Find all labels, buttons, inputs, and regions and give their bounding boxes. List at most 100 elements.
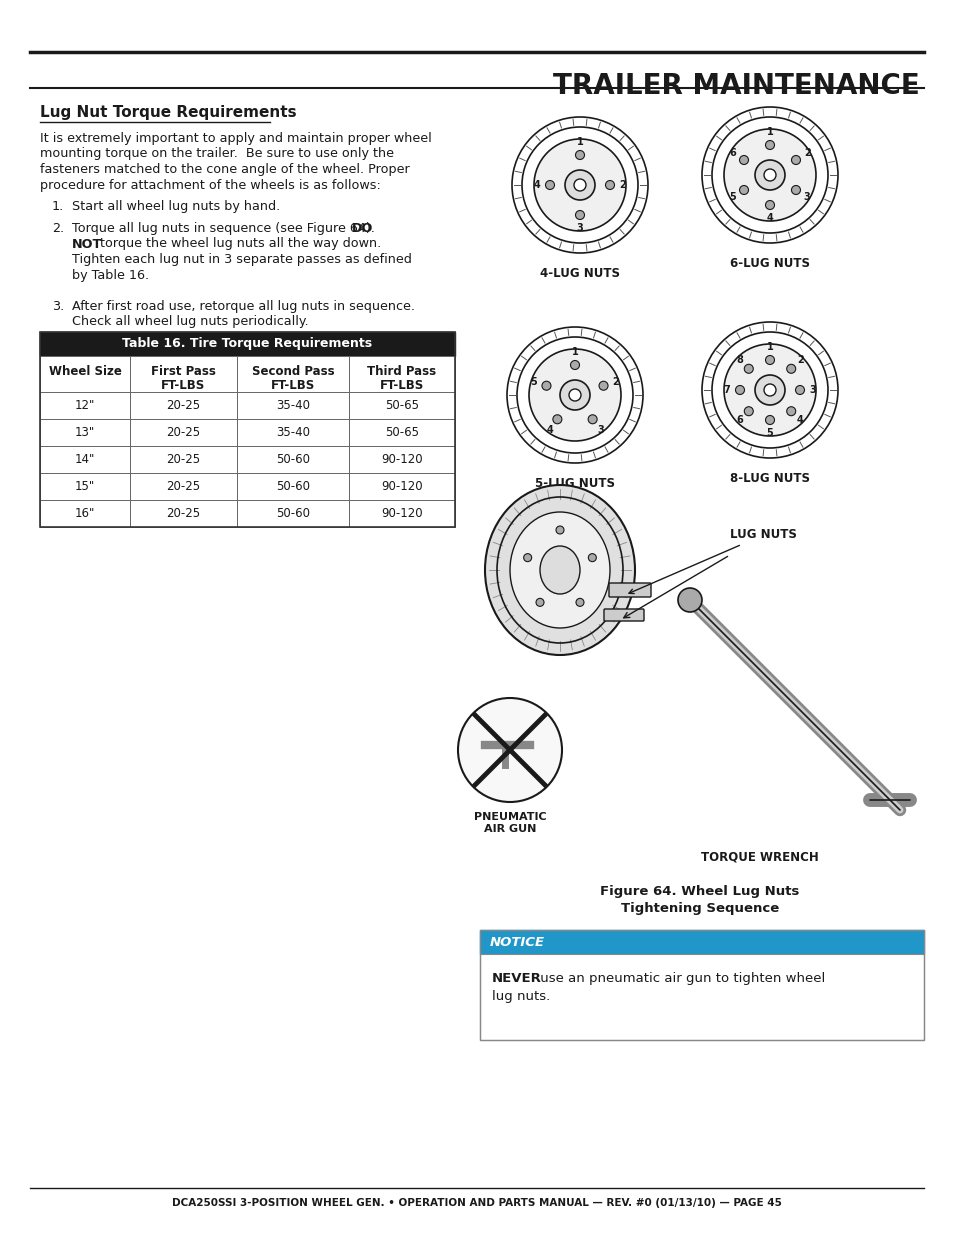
- Circle shape: [764, 415, 774, 425]
- Bar: [349, 356, 455, 391]
- Circle shape: [553, 415, 561, 424]
- Circle shape: [743, 364, 753, 373]
- Ellipse shape: [484, 485, 635, 655]
- Circle shape: [575, 210, 584, 220]
- Circle shape: [536, 599, 543, 606]
- Circle shape: [795, 385, 803, 394]
- Text: NOTICE: NOTICE: [490, 935, 544, 948]
- Text: 8-LUG NUTS: 8-LUG NUTS: [729, 472, 809, 485]
- Text: 20-25: 20-25: [166, 399, 200, 412]
- Text: 50-65: 50-65: [385, 426, 418, 438]
- Bar: [40, 332, 455, 356]
- Text: 7: 7: [723, 385, 730, 395]
- Text: procedure for attachment of the wheels is as follows:: procedure for attachment of the wheels i…: [40, 179, 380, 191]
- Text: 3: 3: [597, 425, 603, 435]
- Text: FT-LBS: FT-LBS: [379, 379, 424, 391]
- Circle shape: [723, 345, 815, 436]
- Circle shape: [575, 151, 584, 159]
- Ellipse shape: [510, 513, 609, 629]
- Text: 20-25: 20-25: [166, 480, 200, 493]
- Text: use an pneumatic air gun to tighten wheel: use an pneumatic air gun to tighten whee…: [536, 972, 824, 986]
- Circle shape: [588, 553, 596, 562]
- Text: 90-120: 90-120: [381, 480, 422, 493]
- Circle shape: [743, 406, 753, 416]
- Text: 4-LUG NUTS: 4-LUG NUTS: [539, 267, 619, 280]
- Bar: [40, 391, 130, 419]
- Circle shape: [529, 350, 620, 441]
- Circle shape: [763, 169, 775, 182]
- Bar: [40, 356, 130, 391]
- Circle shape: [739, 185, 748, 194]
- Text: 50-60: 50-60: [275, 508, 310, 520]
- Text: 4: 4: [533, 180, 539, 190]
- Text: NOT: NOT: [71, 237, 102, 251]
- Text: 14": 14": [74, 453, 95, 466]
- Bar: [40, 500, 130, 527]
- Text: 5: 5: [766, 429, 773, 438]
- Text: After first road use, retorque all lug nuts in sequence.: After first road use, retorque all lug n…: [71, 300, 415, 312]
- Text: 5: 5: [530, 377, 537, 387]
- Text: 1: 1: [576, 137, 583, 147]
- Text: LUG NUTS: LUG NUTS: [628, 529, 796, 594]
- Text: 2: 2: [612, 377, 618, 387]
- Text: Wheel Size: Wheel Size: [49, 366, 121, 378]
- Bar: [349, 419, 455, 446]
- Text: 1: 1: [766, 342, 773, 352]
- Bar: [130, 473, 236, 500]
- Circle shape: [764, 356, 774, 364]
- Bar: [40, 419, 130, 446]
- Text: 8: 8: [736, 354, 742, 364]
- Bar: [349, 500, 455, 527]
- Text: AIR GUN: AIR GUN: [483, 824, 536, 834]
- Text: 13": 13": [74, 426, 95, 438]
- Text: Check all wheel lug nuts periodically.: Check all wheel lug nuts periodically.: [71, 315, 309, 329]
- Text: First Pass: First Pass: [151, 366, 215, 378]
- Bar: [236, 356, 349, 391]
- Text: 3: 3: [576, 224, 583, 233]
- Circle shape: [735, 385, 743, 394]
- Text: Lug Nut Torque Requirements: Lug Nut Torque Requirements: [40, 105, 296, 120]
- Circle shape: [786, 406, 795, 416]
- Bar: [349, 446, 455, 473]
- Text: 5: 5: [729, 191, 736, 201]
- Text: Tighten each lug nut in 3 separate passes as defined: Tighten each lug nut in 3 separate passe…: [71, 253, 412, 266]
- FancyBboxPatch shape: [603, 609, 643, 621]
- Text: Second Pass: Second Pass: [252, 366, 334, 378]
- Circle shape: [786, 364, 795, 373]
- Text: Start all wheel lug nuts by hand.: Start all wheel lug nuts by hand.: [71, 200, 280, 212]
- Circle shape: [598, 382, 607, 390]
- Text: 1: 1: [766, 127, 773, 137]
- Text: lug nuts.: lug nuts.: [492, 990, 550, 1003]
- Bar: [236, 500, 349, 527]
- Bar: [349, 391, 455, 419]
- Text: 35-40: 35-40: [275, 426, 310, 438]
- Circle shape: [570, 361, 578, 369]
- Circle shape: [605, 180, 614, 189]
- Text: 50-65: 50-65: [385, 399, 418, 412]
- Text: Table 16. Tire Torque Requirements: Table 16. Tire Torque Requirements: [122, 337, 373, 351]
- Circle shape: [754, 161, 784, 190]
- Text: Third Pass: Third Pass: [367, 366, 436, 378]
- Circle shape: [791, 156, 800, 164]
- Circle shape: [556, 526, 563, 534]
- Text: 20-25: 20-25: [166, 453, 200, 466]
- Circle shape: [678, 588, 701, 613]
- Text: 16": 16": [74, 508, 95, 520]
- Text: 4: 4: [766, 212, 773, 224]
- Bar: [479, 953, 923, 1040]
- Bar: [130, 446, 236, 473]
- Text: TORQUE WRENCH: TORQUE WRENCH: [700, 850, 818, 863]
- Text: 2.: 2.: [52, 222, 64, 235]
- Bar: [236, 391, 349, 419]
- Text: 6: 6: [729, 148, 736, 158]
- Text: 90-120: 90-120: [381, 453, 422, 466]
- Text: mounting torque on the trailer.  Be sure to use only the: mounting torque on the trailer. Be sure …: [40, 147, 394, 161]
- Text: 3: 3: [809, 385, 816, 395]
- Text: DO: DO: [352, 222, 373, 235]
- Text: 35-40: 35-40: [275, 399, 310, 412]
- Circle shape: [576, 599, 583, 606]
- Text: torque the wheel lug nuts all the way down.: torque the wheel lug nuts all the way do…: [96, 237, 381, 251]
- Bar: [130, 391, 236, 419]
- Text: 4: 4: [796, 415, 803, 425]
- Text: 15": 15": [74, 480, 95, 493]
